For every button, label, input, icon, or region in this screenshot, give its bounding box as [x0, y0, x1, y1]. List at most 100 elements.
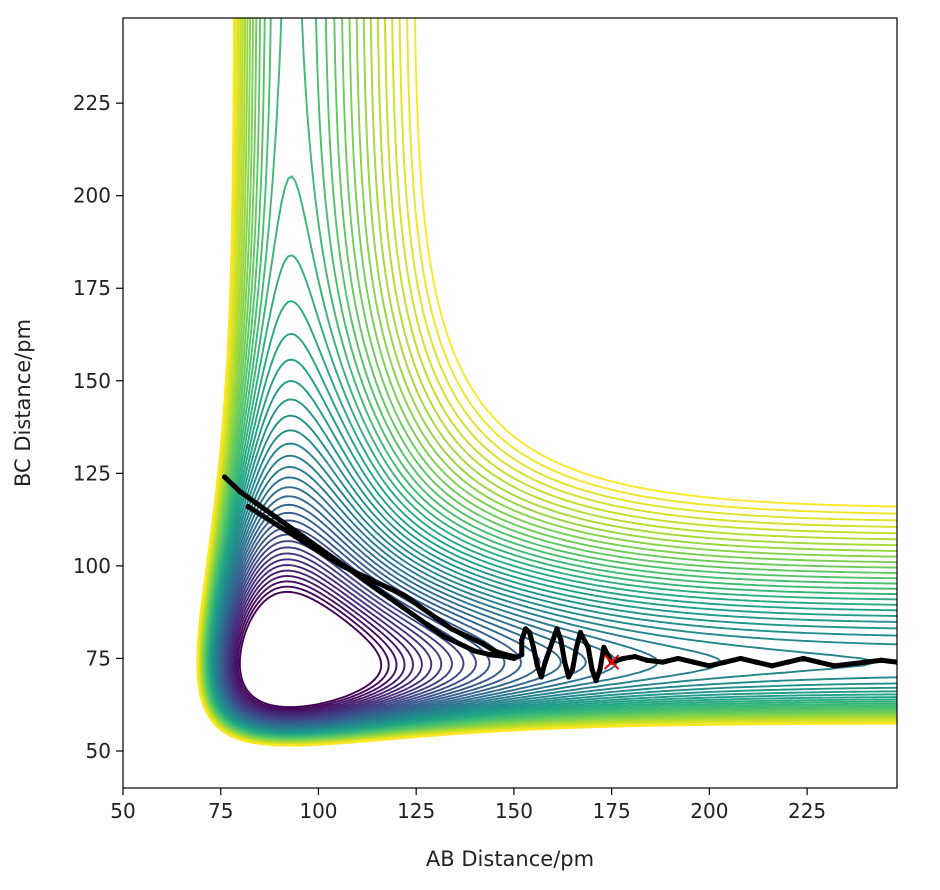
contour-line	[233, 575, 406, 713]
trajectory-point	[394, 600, 400, 606]
trajectory-point	[530, 644, 537, 650]
y-tick-label: 125	[73, 461, 111, 485]
trajectory-point	[511, 653, 517, 660]
trajectory-point	[573, 644, 580, 650]
x-tick-label: 75	[208, 799, 233, 823]
y-axis-title: BC Distance/pm	[11, 319, 35, 487]
contour-line	[196, 18, 897, 747]
trajectory-point	[503, 652, 509, 658]
trajectory-point	[800, 655, 806, 662]
trajectory-point	[863, 659, 869, 665]
trajectory-point	[566, 674, 572, 680]
trajectory-point	[589, 666, 595, 673]
final-point-marker	[603, 654, 620, 670]
trajectory-point	[569, 666, 576, 673]
trajectory-point	[222, 474, 228, 480]
contour-line	[238, 590, 383, 709]
trajectory-point	[526, 629, 533, 636]
trajectory-point	[315, 548, 322, 554]
trajectory-point	[816, 659, 822, 665]
trajectory-point	[538, 674, 544, 680]
trajectory-point	[386, 585, 392, 591]
y-axis-ticks: 50 75 100 125 150 175 200 225	[73, 91, 123, 763]
trajectory-point	[464, 633, 470, 639]
trajectory-point	[409, 611, 415, 617]
trajectory-point	[448, 626, 454, 632]
trajectory-point	[644, 657, 650, 663]
y-tick-label: 100	[73, 554, 111, 578]
trajectory-point	[577, 629, 583, 636]
x-tick-label: 175	[593, 799, 631, 823]
contour-line	[229, 558, 433, 717]
trajectory-point	[401, 592, 408, 599]
final-position-marker-layer	[603, 654, 620, 670]
trajectory-point	[597, 666, 603, 673]
trajectory-point	[632, 653, 638, 660]
trajectory-point	[847, 661, 853, 667]
trajectory-point	[601, 644, 607, 650]
trajectory-point	[659, 659, 666, 665]
trajectory-point	[691, 659, 697, 665]
contour-line	[226, 546, 453, 720]
trajectory-point	[378, 589, 384, 595]
trajectory-point	[362, 574, 368, 580]
trajectory-point	[268, 518, 275, 525]
trajectory-point	[706, 663, 712, 669]
trajectory-point	[480, 641, 486, 647]
trajectory-point	[753, 659, 759, 665]
x-tick-label: 50	[110, 799, 135, 823]
contour-line	[235, 580, 398, 712]
trajectory-point	[417, 604, 423, 610]
contour-line	[231, 569, 414, 715]
trajectory-point	[253, 500, 259, 506]
trajectory-point	[554, 626, 560, 632]
y-tick-label: 225	[73, 91, 111, 115]
trajectory-point	[831, 663, 838, 669]
y-tick-label: 175	[73, 276, 111, 300]
y-tick-label: 50	[86, 739, 111, 763]
trajectory-point	[425, 622, 431, 628]
trajectory-point	[675, 655, 681, 662]
trajectory-point	[593, 678, 599, 684]
plot-frame	[122, 17, 898, 789]
trajectory-path	[222, 474, 897, 684]
trajectory-point	[769, 663, 775, 669]
trajectory-point	[456, 641, 462, 647]
trajectory-point	[558, 637, 564, 643]
trajectory-point	[738, 655, 744, 662]
trajectory-point	[562, 659, 568, 665]
trajectory-point	[284, 522, 290, 528]
x-tick-label: 125	[397, 799, 435, 823]
trajectory-point	[237, 489, 243, 495]
x-axis-ticks: 50 75 100 125 150 175 200 225	[110, 788, 826, 823]
trajectory-point	[523, 626, 529, 632]
trajectory-point	[472, 648, 478, 654]
trajectory-point	[440, 633, 447, 639]
y-tick-label: 200	[73, 184, 111, 208]
trajectory-point	[542, 659, 548, 665]
y-tick-label: 150	[73, 369, 111, 393]
trajectory-point	[784, 659, 791, 665]
contour-line	[227, 552, 443, 719]
trajectory-point	[491, 648, 497, 654]
trajectory-point	[519, 637, 525, 643]
trajectory-point	[519, 652, 525, 658]
trajectory-point	[620, 655, 626, 662]
trajectory-point	[550, 637, 556, 643]
trajectory-point	[878, 657, 884, 663]
contour-line	[219, 503, 541, 726]
trajectory-point	[433, 615, 439, 621]
trajectory-point	[722, 659, 728, 665]
trajectory-point	[894, 659, 897, 665]
trajectory-layer	[222, 474, 897, 684]
x-tick-label: 200	[690, 799, 728, 823]
trajectory-point	[339, 563, 345, 569]
trajectory-point	[585, 644, 591, 650]
trajectory-point	[268, 511, 275, 517]
y-tick-label: 75	[86, 646, 111, 670]
trajectory-path	[245, 504, 517, 660]
contour-line	[225, 540, 465, 721]
trajectory-point	[487, 652, 494, 658]
x-tick-label: 150	[495, 799, 533, 823]
